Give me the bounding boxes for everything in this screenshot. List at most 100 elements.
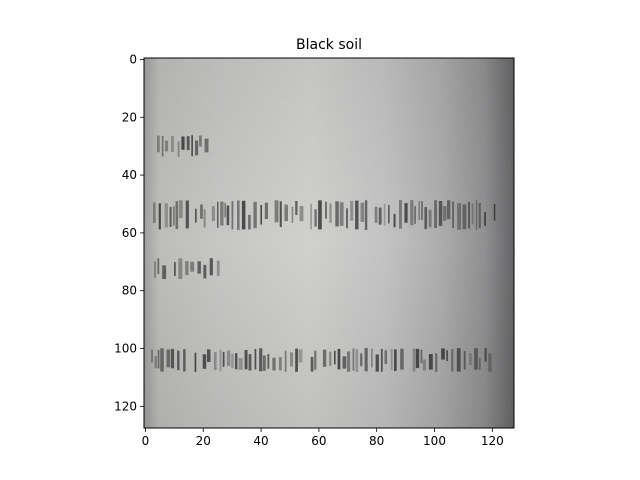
y-tick-label: 20	[122, 110, 137, 124]
ink-stroke	[237, 200, 240, 230]
ink-stroke	[181, 136, 185, 150]
y-axis: 0 20 40 60 80 100 120	[114, 52, 144, 413]
ink-stroke	[422, 359, 426, 371]
ink-stroke	[177, 141, 180, 157]
ink-stroke	[264, 202, 268, 219]
ink-stroke	[404, 203, 408, 223]
blurred-text-strokes	[151, 135, 496, 372]
ink-stroke	[434, 200, 437, 228]
ink-stroke	[352, 348, 355, 371]
ink-stroke	[374, 206, 378, 223]
ink-stroke	[171, 136, 174, 152]
ink-stroke	[337, 349, 341, 370]
ink-stroke	[350, 200, 354, 221]
ink-stroke	[380, 348, 383, 372]
ink-stroke	[220, 201, 224, 226]
image-panel	[144, 58, 514, 428]
ink-stroke	[224, 202, 226, 218]
ink-stroke	[222, 351, 225, 367]
ink-stroke	[295, 201, 298, 215]
ink-stroke	[390, 349, 393, 370]
ink-stroke	[291, 206, 294, 223]
ink-stroke	[178, 258, 183, 279]
ink-stroke	[290, 352, 294, 367]
ink-stroke	[414, 206, 416, 224]
ink-stroke	[219, 349, 222, 372]
ink-stroke	[274, 200, 279, 223]
ink-stroke	[335, 201, 339, 227]
ink-stroke	[310, 356, 314, 372]
x-tick-label: 80	[369, 434, 384, 448]
ink-stroke	[241, 200, 246, 230]
ink-stroke	[339, 202, 344, 226]
ink-stroke	[394, 349, 397, 371]
ink-stroke	[441, 348, 445, 360]
ink-stroke	[217, 201, 219, 228]
ink-stroke	[195, 140, 199, 156]
ink-stroke	[415, 348, 420, 369]
ink-stroke	[183, 349, 186, 372]
ink-stroke	[209, 258, 213, 276]
ink-stroke	[235, 353, 238, 370]
ink-stroke	[428, 354, 433, 370]
x-tick-label: 60	[311, 434, 326, 448]
ink-stroke	[329, 351, 332, 366]
ink-stroke	[272, 357, 276, 371]
ink-stroke	[484, 348, 487, 362]
ink-stroke	[462, 204, 467, 230]
ink-stroke	[355, 349, 359, 372]
ink-stroke	[360, 202, 365, 222]
y-tick-label: 100	[114, 342, 137, 356]
x-tick-label: 40	[253, 434, 268, 448]
ink-stroke	[412, 348, 416, 372]
ink-stroke	[154, 261, 157, 278]
ink-stroke	[478, 202, 481, 229]
ink-stroke	[179, 200, 183, 219]
ink-stroke	[443, 206, 447, 221]
ink-stroke	[393, 213, 396, 228]
x-axis: 0 20 40 60 80 100 120	[142, 428, 504, 448]
ink-stroke	[371, 348, 373, 368]
axes-frame	[143, 57, 515, 429]
ink-stroke	[410, 200, 414, 226]
ink-stroke	[438, 201, 443, 226]
ink-stroke	[231, 201, 234, 230]
ink-stroke	[452, 201, 454, 228]
ink-stroke	[284, 350, 287, 372]
ink-stroke	[171, 348, 175, 369]
ink-stroke	[162, 265, 167, 279]
ink-stroke	[248, 214, 251, 230]
ink-stroke	[203, 209, 206, 228]
ink-stroke	[399, 200, 402, 229]
ink-stroke	[364, 348, 368, 372]
ink-stroke	[154, 356, 157, 369]
ink-stroke	[204, 138, 209, 153]
ink-stroke	[329, 203, 332, 223]
ink-stroke	[388, 205, 390, 224]
ink-stroke	[474, 348, 478, 370]
ink-stroke	[213, 352, 217, 370]
ink-stroke	[267, 354, 270, 369]
ink-stroke	[207, 349, 211, 362]
ink-stroke	[164, 203, 168, 228]
ink-stroke	[254, 349, 257, 370]
ink-stroke	[342, 356, 347, 369]
ink-stroke	[360, 353, 363, 367]
ink-stroke	[211, 206, 215, 221]
ink-stroke	[238, 358, 243, 370]
ink-stroke	[322, 349, 327, 367]
ink-stroke	[194, 352, 197, 372]
ink-stroke	[418, 200, 420, 221]
ink-stroke	[161, 135, 164, 157]
ink-stroke	[334, 350, 336, 365]
ink-stroke	[190, 261, 195, 272]
ink-stroke	[166, 349, 171, 368]
x-tick-label: 20	[196, 434, 211, 448]
ink-stroke	[248, 354, 252, 371]
ink-stroke	[158, 203, 161, 230]
ink-stroke	[151, 349, 154, 363]
ink-stroke	[383, 203, 386, 226]
ink-stroke	[299, 206, 304, 222]
ink-stroke	[451, 349, 454, 372]
